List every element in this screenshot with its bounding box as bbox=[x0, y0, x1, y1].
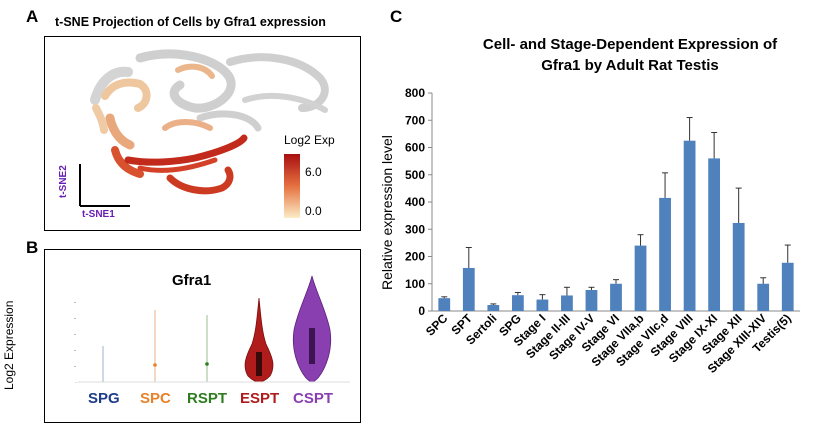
group-label-rspt: RSPT bbox=[187, 390, 228, 407]
colorbar bbox=[284, 154, 300, 218]
bar bbox=[585, 290, 598, 311]
x-tick-label: SPC bbox=[423, 311, 451, 339]
chart-title-line-2: Gfra1 by Adult Rat Testis bbox=[541, 57, 719, 74]
chart-title-line-1: Cell- and Stage-Dependent Expression of bbox=[482, 36, 778, 53]
panel-a-letter: A bbox=[26, 7, 39, 26]
bar bbox=[511, 295, 524, 311]
bar bbox=[757, 283, 770, 311]
tsne1-label: t-SNE1 bbox=[82, 209, 115, 220]
group-label-espt: ESPT bbox=[240, 390, 280, 407]
violin-title: Gfra1 bbox=[172, 272, 212, 289]
colorbar-title: Log2 Exp bbox=[284, 133, 335, 147]
bar bbox=[610, 283, 622, 311]
tsne-clusters bbox=[90, 49, 329, 195]
chart-title: Cell- and Stage-Dependent Expression of … bbox=[430, 34, 830, 76]
bar bbox=[634, 245, 647, 311]
y-tick-label: 100 bbox=[405, 277, 425, 291]
bar bbox=[659, 197, 671, 311]
y-tick-label: 0 bbox=[418, 304, 425, 318]
group-label-spg: SPG bbox=[88, 390, 120, 407]
group-label-cspt: CSPT bbox=[293, 390, 334, 407]
group-label-spc: SPC bbox=[140, 390, 171, 407]
bar bbox=[683, 140, 696, 311]
colorbar-min-label: 0.0 bbox=[305, 204, 322, 218]
violin-ticks bbox=[74, 302, 76, 367]
y-tick-label: 700 bbox=[405, 113, 425, 127]
bar bbox=[536, 299, 549, 311]
y-tick-label: 200 bbox=[405, 250, 425, 264]
panel-b-letter: B bbox=[26, 238, 39, 257]
bar bbox=[438, 298, 451, 311]
violin-plot-frame bbox=[44, 249, 361, 423]
bar bbox=[462, 267, 475, 311]
y-tick-label: 600 bbox=[405, 141, 425, 155]
bar bbox=[732, 222, 745, 311]
y-tick-label: 400 bbox=[405, 195, 425, 209]
bar bbox=[487, 305, 500, 311]
bar bbox=[708, 158, 721, 311]
y-tick-label: 800 bbox=[405, 86, 425, 100]
bar bbox=[781, 262, 794, 311]
colorbar-max-label: 6.0 bbox=[305, 165, 322, 179]
bar bbox=[561, 295, 573, 311]
tsne-title: t-SNE Projection of Cells by Gfra1 expre… bbox=[55, 15, 326, 29]
y-tick-label: 300 bbox=[405, 222, 425, 236]
tsne-plot-frame bbox=[44, 36, 361, 231]
y-tick-label: 500 bbox=[405, 168, 425, 182]
panel-c-letter: C bbox=[390, 7, 403, 26]
